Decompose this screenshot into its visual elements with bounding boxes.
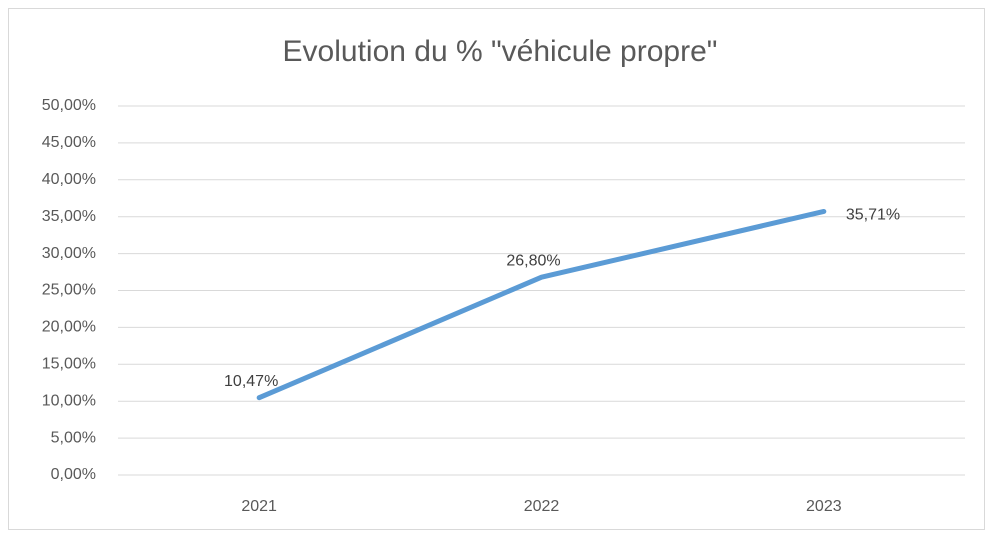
y-tick-label: 15,00% [42, 356, 96, 373]
line-series [256, 208, 827, 401]
chart-border [8, 8, 985, 530]
x-tick-label: 2021 [241, 498, 277, 515]
y-tick-label: 35,00% [42, 208, 96, 225]
y-tick-label: 5,00% [51, 429, 96, 446]
y-tick-label: 0,00% [51, 466, 96, 483]
x-tick-label: 2023 [806, 498, 842, 515]
y-tick-label: 30,00% [42, 245, 96, 262]
y-tick-label: 25,00% [42, 282, 96, 299]
y-tick-label: 45,00% [42, 134, 96, 151]
y-tick-label: 40,00% [42, 171, 96, 188]
x-tick-label: 2022 [524, 498, 560, 515]
data-label: 26,80% [506, 252, 560, 269]
data-label: 10,47% [224, 373, 278, 390]
y-tick-label: 50,00% [42, 97, 96, 114]
y-tick-label: 10,00% [42, 392, 96, 409]
y-tick-label: 20,00% [42, 319, 96, 336]
chart-title: Evolution du % "véhicule propre" [283, 35, 718, 68]
data-label: 35,71% [846, 207, 900, 224]
